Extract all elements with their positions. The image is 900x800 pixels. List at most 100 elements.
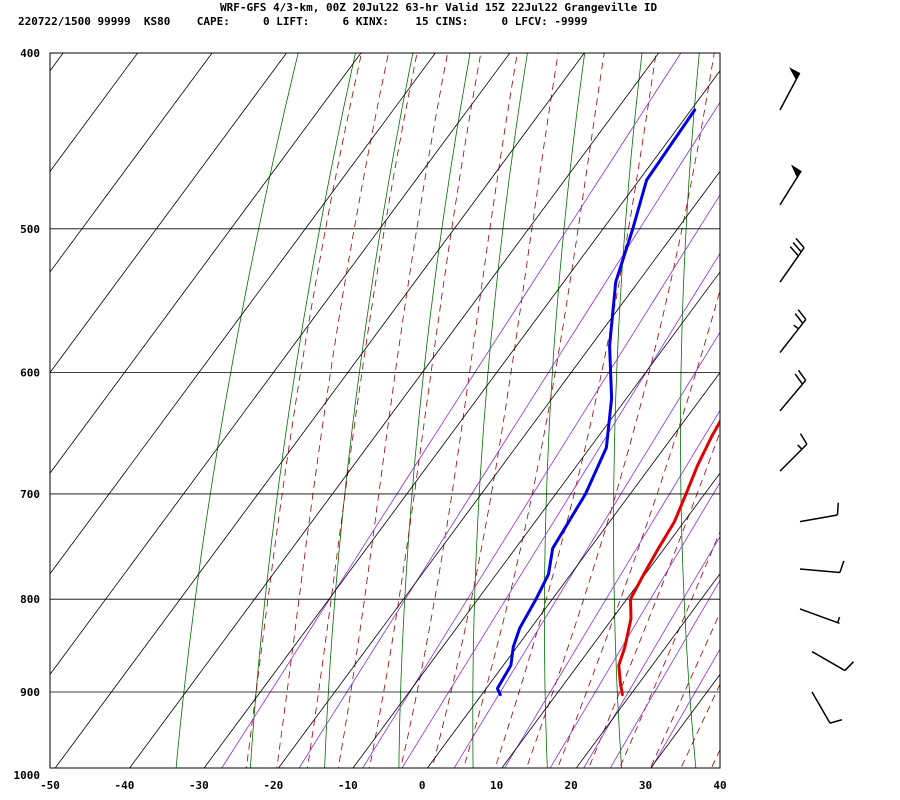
moist-adiabat: [649, 611, 720, 768]
moist-adiabat: [306, 53, 418, 768]
wind-barbs: [779, 67, 855, 724]
barb-half: [836, 616, 841, 623]
mixing-ratio-line: [583, 535, 720, 768]
moist-adiabat: [369, 53, 482, 768]
mixing-ratio-line: [453, 331, 720, 768]
x-tick-label: -20: [263, 779, 283, 792]
wind-barb: [779, 369, 807, 412]
mixing-ratio-line: [549, 481, 720, 768]
moist-adiabat: [431, 53, 559, 768]
barb-flag: [791, 164, 802, 178]
barb-full: [797, 309, 807, 320]
isotherm: [50, 53, 436, 575]
barb-staff: [799, 608, 840, 625]
y-tick-label: 700: [20, 488, 40, 501]
moist-adiabat: [245, 53, 363, 768]
isotherm: [203, 70, 720, 768]
barb-flag: [789, 67, 800, 80]
isotherm: [650, 673, 720, 768]
barb-full: [792, 241, 802, 253]
dewpoint-profile: [495, 108, 697, 697]
dry-adiabat: [324, 53, 414, 768]
dry-adiabat: [175, 53, 299, 768]
barb-full: [844, 661, 855, 672]
x-tick-label: -30: [189, 779, 209, 792]
mixing-ratio-line: [504, 409, 720, 768]
x-tick-label: 30: [639, 779, 652, 792]
barb-staff: [779, 247, 805, 283]
y-tick-labels: 400 500 600 700 800 900 1000: [14, 47, 41, 782]
isotherm: [575, 573, 720, 768]
barb-staff: [779, 443, 808, 472]
x-tick-label: 0: [419, 779, 426, 792]
background-lines: [175, 13, 900, 800]
barb-half: [797, 444, 803, 450]
wind-barb: [811, 650, 855, 672]
wind-barb: [779, 309, 807, 354]
wind-barb: [811, 691, 843, 724]
barb-staff: [799, 568, 840, 574]
barb-full: [795, 237, 805, 249]
moist-adiabat: [494, 53, 657, 768]
isotherm: [54, 53, 585, 768]
y-tick-label: 1000: [14, 769, 41, 782]
wind-barb: [799, 608, 841, 625]
isotherm: [50, 53, 64, 72]
moist-adiabat: [557, 289, 720, 768]
moist-adiabat: [619, 530, 720, 768]
dry-adiabat: [869, 13, 900, 800]
barb-staff: [779, 170, 802, 206]
dry-adiabat: [680, 53, 700, 768]
barb-staff: [779, 318, 807, 354]
moist-adiabat: [463, 53, 605, 768]
plot-frame: [49, 52, 721, 769]
barb-half: [793, 324, 799, 330]
moist-adiabat: [276, 53, 389, 768]
isotherm: [50, 53, 287, 374]
isotherm: [501, 472, 720, 768]
y-tick-label: 600: [20, 366, 40, 379]
barb-full: [794, 373, 804, 385]
barb-full: [799, 433, 808, 445]
grid-lines: [50, 13, 900, 800]
wind-barb: [779, 433, 808, 472]
y-tick-label: 500: [20, 223, 40, 236]
x-tick-label: -40: [115, 779, 135, 792]
isotherm: [50, 53, 362, 474]
mixing-ratio-line: [401, 252, 720, 768]
isotherm: [50, 53, 511, 676]
barb-full: [797, 369, 807, 381]
barb-full: [836, 502, 840, 516]
barb-staff: [811, 691, 831, 724]
sounding-indices: 220722/1500 99999 KS80 CAPE: 0 LIFT: 6 K…: [18, 15, 588, 28]
x-tick-labels: -50 -40 -30 -20 -10 0 10 20 30 40: [40, 779, 727, 792]
barb-staff: [799, 514, 838, 523]
chart-title: WRF-GFS 4/3-km, 00Z 20Jul22 63-hr Valid …: [220, 1, 658, 14]
isotherm: [129, 53, 660, 768]
wind-barb: [779, 67, 801, 111]
y-tick-label: 800: [20, 593, 40, 606]
isotherm: [686, 13, 900, 800]
barb-full: [839, 560, 845, 573]
barb-full: [789, 246, 799, 257]
moist-adiabat: [400, 53, 518, 768]
moist-adiabat: [525, 53, 715, 768]
barb-staff: [811, 650, 846, 672]
isotherm: [426, 371, 720, 768]
wind-barb: [799, 560, 845, 574]
mixing-ratio-line: [221, 53, 682, 768]
x-tick-label: -10: [338, 779, 358, 792]
y-tick-label: 400: [20, 47, 40, 60]
wind-barb: [779, 237, 805, 283]
dry-adiabat: [544, 53, 586, 768]
x-tick-label: 40: [713, 779, 726, 792]
x-tick-label: 10: [490, 779, 503, 792]
isotherm: [352, 271, 720, 768]
temperature-profile: [617, 418, 720, 697]
mixing-ratio-line: [650, 648, 720, 768]
dry-adiabat: [249, 53, 356, 768]
isotherm: [50, 53, 213, 273]
wind-barb: [779, 164, 802, 206]
dry-adiabat: [472, 53, 528, 768]
